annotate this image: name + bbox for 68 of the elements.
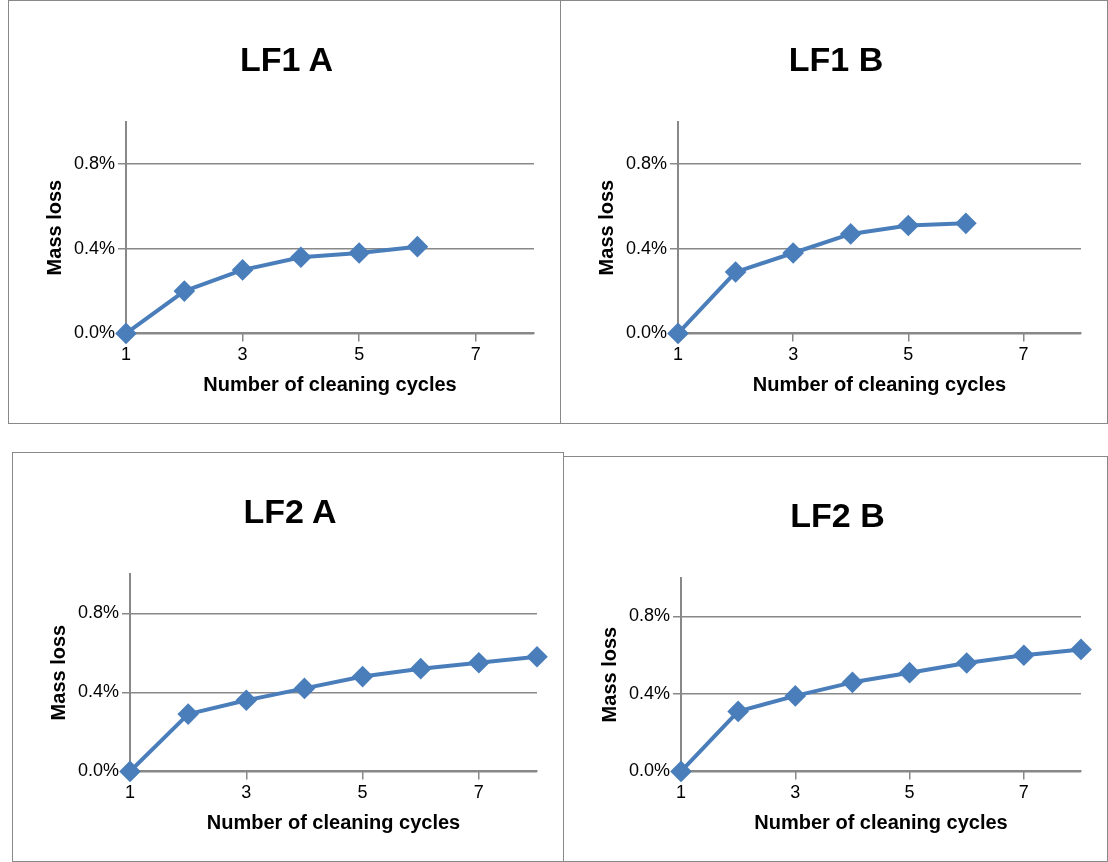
point [290,247,311,268]
x-tick-label: 5 [903,344,914,365]
x-tick-label: 3 [241,782,252,803]
point [783,242,804,263]
point [899,662,920,683]
x-tick-label: 3 [788,344,799,365]
y-axis-title: Mass loss [46,624,69,721]
point [840,223,861,244]
point [116,323,137,344]
point [407,236,428,257]
x-axis-title: Number of cleaning cycles [754,810,1008,833]
y-tick-label: 0.0% [629,760,671,781]
point [236,690,257,711]
point [728,701,749,722]
point [898,215,919,236]
point [668,323,689,344]
x-tick-label: 1 [125,782,136,803]
y-tick-label: 0.8% [629,605,671,626]
point [349,242,370,263]
chart-title: LF2 A [243,491,337,530]
point [955,213,976,234]
y-tick-label: 0.4% [626,237,668,258]
y-tick-label: 0.8% [74,153,116,174]
y-tick-label: 0.8% [78,602,120,623]
y-axis-title: Mass loss [597,626,620,723]
y-tick-label: 0.8% [626,153,668,174]
point [725,262,746,283]
point [1071,639,1091,660]
point [468,652,489,673]
y-tick-label: 0.4% [629,682,671,703]
point [178,704,199,725]
x-tick-label: 3 [790,782,801,803]
x-tick-label: 7 [1018,344,1029,365]
x-axis-title: Number of cleaning cycles [203,372,457,395]
x-tick-label: 1 [121,344,132,365]
point [842,672,863,693]
chart-title: LF1 A [239,39,334,78]
x-tick-label: 7 [1018,782,1029,803]
x-axis-title: Number of cleaning cycles [206,810,461,833]
y-tick-label: 0.0% [626,322,668,343]
x-tick-label: 5 [354,344,365,365]
y-tick-label: 0.0% [78,760,120,781]
y-tick-label: 0.4% [78,681,120,702]
point [120,761,141,782]
y-axis-title: Mass loss [594,179,617,276]
x-tick-label: 7 [473,782,484,803]
x-tick-label: 5 [357,782,368,803]
chart-title: LF1 B [788,39,884,78]
x-tick-label: 1 [673,344,684,365]
x-axis-title: Number of cleaning cycles [752,372,1007,395]
point [527,646,547,667]
point [956,652,977,673]
point [671,761,692,782]
x-tick-label: 5 [904,782,915,803]
y-tick-label: 0.4% [74,237,116,258]
x-tick-label: 1 [676,782,687,803]
x-tick-label: 3 [237,344,248,365]
point [785,685,806,706]
point [232,259,253,280]
y-axis-title: Mass loss [42,179,65,276]
y-tick-label: 0.0% [74,322,116,343]
point [1013,645,1034,666]
point [352,666,373,687]
x-tick-label: 7 [470,344,481,365]
chart-title: LF2 B [790,495,885,534]
point [410,658,431,679]
point [174,281,195,302]
point [294,678,315,699]
